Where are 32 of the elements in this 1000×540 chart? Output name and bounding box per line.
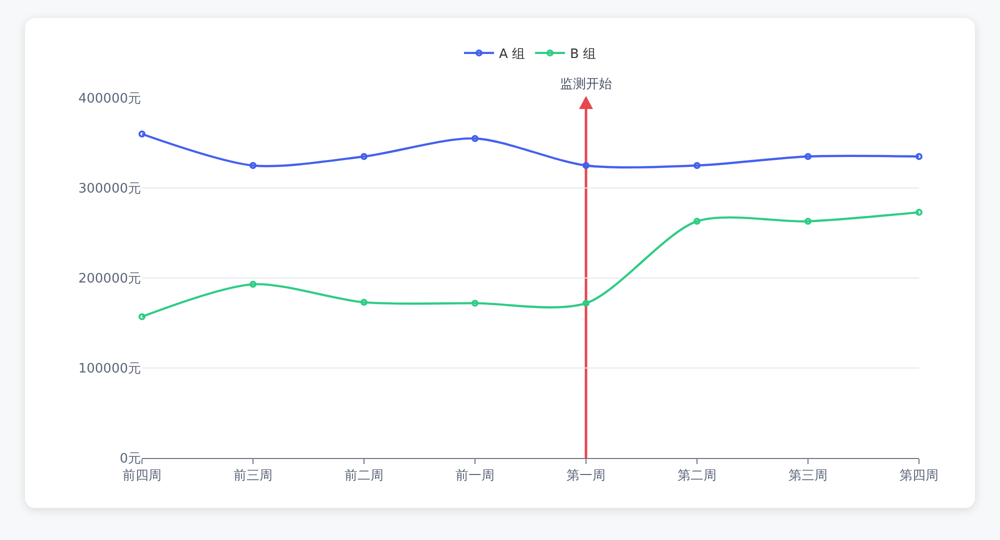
legend-label: B 组 <box>570 47 596 62</box>
x-tick-label: 前三周 <box>234 468 272 484</box>
x-tick-label: 第三周 <box>788 468 828 484</box>
legend-label: A 组 <box>499 47 526 62</box>
point <box>582 162 590 169</box>
x-tick-label: 前一周 <box>456 468 494 484</box>
y-tick-label: 0元 <box>120 452 141 467</box>
x-tick-label: 第四周 <box>900 468 938 484</box>
point <box>916 208 922 216</box>
point <box>250 280 256 288</box>
point <box>250 162 256 169</box>
point <box>804 218 812 225</box>
point <box>694 218 700 225</box>
x-tick-label: 前四周 <box>122 468 162 484</box>
point <box>138 130 146 138</box>
point <box>360 298 368 306</box>
y-tick-label: 300000元 <box>78 182 141 197</box>
point <box>472 135 478 142</box>
point <box>916 153 922 160</box>
point <box>360 153 368 160</box>
point <box>582 300 590 307</box>
x-tick-label: 第二周 <box>678 468 716 484</box>
ref-line-label: 监测开始 <box>560 77 612 92</box>
x-tick-label: 前二周 <box>344 468 384 484</box>
y-tick-label: 100000元 <box>78 362 141 377</box>
point <box>694 162 700 169</box>
point <box>804 153 812 160</box>
y-tick-label: 200000元 <box>78 272 141 287</box>
point <box>138 313 146 320</box>
point <box>472 300 478 307</box>
y-tick-label: 400000元 <box>78 92 141 107</box>
x-tick-label: 第一周 <box>566 468 606 484</box>
